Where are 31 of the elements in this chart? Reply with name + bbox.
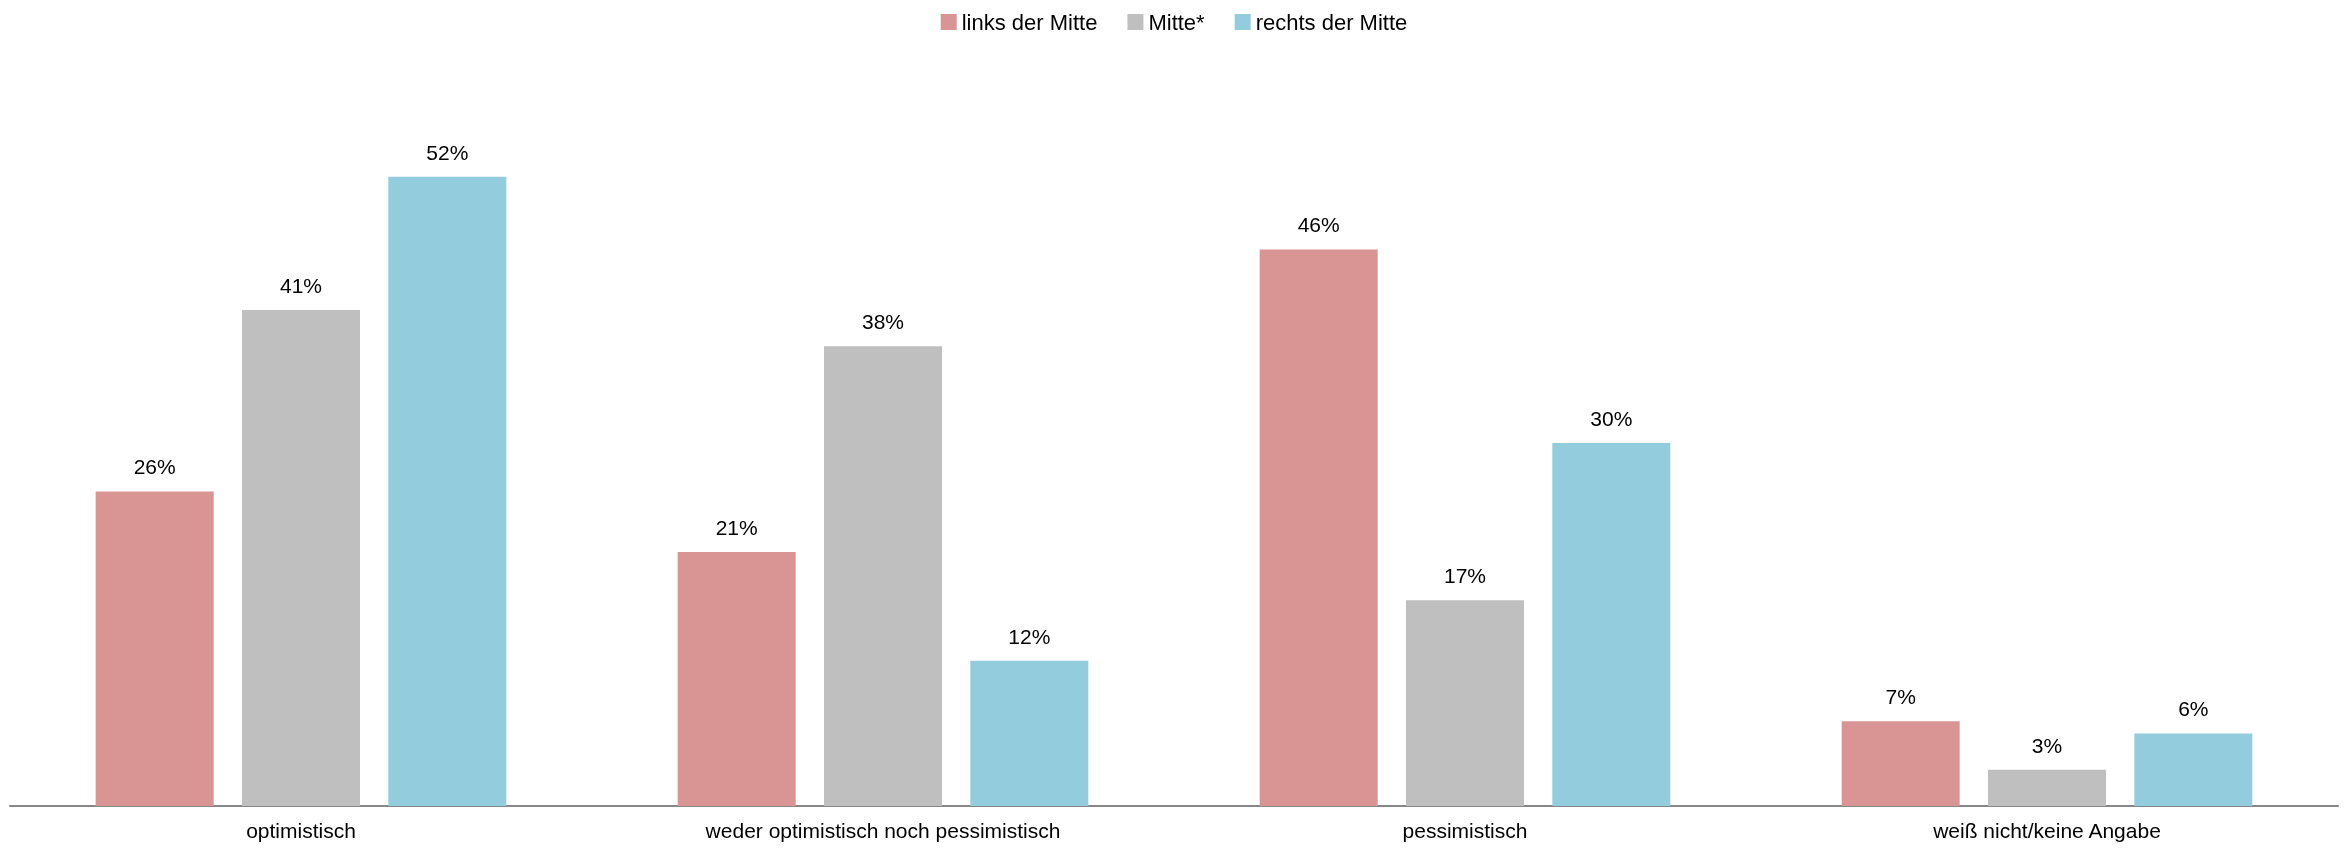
data-label: 12% (1008, 624, 1051, 648)
bar (1552, 443, 1671, 806)
bar (1406, 600, 1524, 806)
data-label: 21% (715, 515, 758, 539)
bar (677, 551, 796, 806)
bar (242, 309, 360, 806)
data-label: 46% (1297, 213, 1340, 237)
bar (1841, 721, 1960, 806)
bar (388, 176, 507, 806)
data-label: 3% (2031, 733, 2063, 757)
bar (1988, 769, 2106, 806)
bar (1259, 249, 1378, 806)
x-tick-label: weder optimistisch noch pessimistisch (704, 819, 1061, 842)
x-tick-label: optimistisch (246, 819, 356, 842)
x-tick-label: weiß nicht/keine Angabe (1932, 819, 2161, 842)
legend-label: rechts der Mitte (1255, 9, 1408, 35)
data-label: 17% (1443, 564, 1487, 588)
bar (970, 660, 1089, 806)
data-label: 6% (2178, 697, 2209, 721)
data-label: 30% (1590, 407, 1633, 430)
data-label: 41% (279, 273, 323, 297)
legend-label: Mitte* (1148, 9, 1206, 35)
data-label: 52% (426, 140, 469, 164)
bar (2134, 733, 2253, 806)
data-label: 38% (861, 310, 905, 334)
bar (824, 346, 942, 806)
data-label: 7% (1885, 685, 1916, 709)
data-label: 26% (133, 455, 176, 479)
bar (95, 491, 214, 806)
legend-label: links der Mitte (961, 9, 1098, 35)
x-tick-label: pessimistisch (1402, 819, 1528, 842)
